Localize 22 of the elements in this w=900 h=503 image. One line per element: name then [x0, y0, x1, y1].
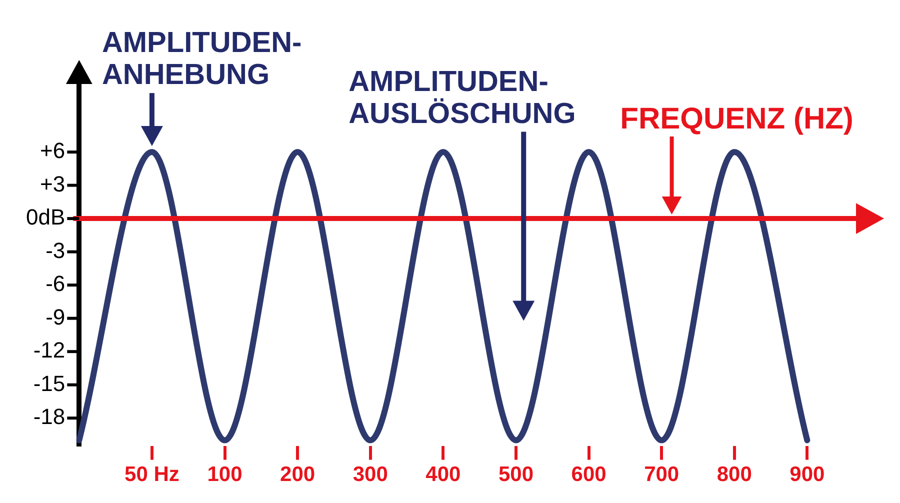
x-tick-label: 800: [716, 463, 752, 486]
y-tick-label: 0dB: [26, 204, 66, 230]
x-tick-label: 300: [352, 463, 388, 486]
x-tick-label: 900: [790, 463, 825, 486]
y-tick-label: -9: [46, 304, 66, 330]
x-tick-label: 400: [426, 463, 461, 486]
x-tick-label: 600: [571, 463, 606, 486]
y-tick-label: -6: [46, 271, 66, 296]
x-tick-label: 100: [207, 463, 242, 486]
y-tick-label: -3: [46, 238, 66, 263]
annotation: AMPLITUDEN-AUSLÖSCHUNG: [348, 66, 576, 130]
y-tick-label: +6: [40, 138, 66, 164]
x-tick-label: 500: [498, 463, 534, 486]
x-tick-label: 700: [644, 463, 680, 486]
y-tick-label: -15: [33, 370, 66, 396]
x-axis-title: FREQUENZ (HZ): [620, 102, 854, 136]
x-tick-label: 200: [280, 463, 316, 486]
y-tick-label: -12: [33, 338, 66, 363]
annotation: AMPLITUDEN-ANHEBUNG: [102, 27, 302, 92]
y-tick-label: -18: [33, 404, 66, 430]
x-tick-label: 50 Hz: [124, 463, 180, 486]
y-tick-label: +3: [40, 171, 66, 196]
